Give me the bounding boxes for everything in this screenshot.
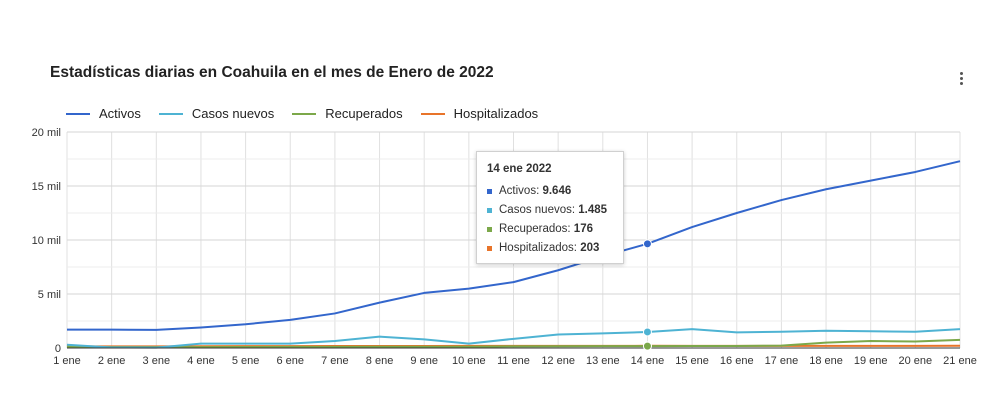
tooltip-value-hospitalizados: 203 [580,242,600,254]
y-tick-label: 10 mil [32,235,61,247]
tooltip-label-recuperados: Recuperados: [499,223,574,235]
tooltip-swatch-casos-nuevos [487,207,492,213]
legend-item-casos-nuevos[interactable]: Casos nuevos [158,106,275,121]
x-tick-label: 9 ene [410,355,438,367]
tooltip-label-activos: Activos: [499,185,543,197]
hover-marker-recuperados [642,341,652,351]
x-tick-label: 6 ene [276,355,304,367]
tooltip: 14 ene 2022 Activos: 9.646 Casos nuevos:… [476,151,624,264]
legend-swatch-casos-nuevos [158,112,183,115]
legend-item-recuperados[interactable]: Recuperados [292,106,403,121]
x-tick-label: 17 ene [765,355,799,367]
legend-swatch-recuperados [292,112,317,115]
x-tick-label: 12 ene [541,355,575,367]
legend: Activos Casos nuevos Recuperados Hospita… [66,106,538,121]
x-tick-label: 10 ene [452,355,486,367]
x-tick-label: 19 ene [854,355,888,367]
x-tick-label: 20 ene [899,355,933,367]
legend-label-hospitalizados: Hospitalizados [453,106,539,121]
tooltip-value-activos: 9.646 [542,185,572,197]
tooltip-swatch-activos [487,188,492,194]
x-tick-label: 13 ene [586,355,620,367]
x-tick-label: 14 ene [631,355,665,367]
tooltip-row-activos: Activos: 9.646 [487,185,571,197]
y-tick-label: 5 mil [38,289,61,301]
hover-marker-casos-nuevos [642,327,652,337]
x-tick-label: 7 ene [321,355,349,367]
tooltip-value-casos-nuevos: 1.485 [578,204,608,216]
x-tick-label: 4 ene [187,355,215,367]
legend-label-activos: Activos [99,106,141,121]
more-vert-icon[interactable] [954,68,968,88]
x-tick-label: 2 ene [98,355,126,367]
x-tick-label: 5 ene [232,355,260,367]
x-tick-label: 18 ene [809,355,843,367]
x-tick-label: 21 ene [943,355,977,367]
chart-title: Estadísticas diarias en Coahuila en el m… [50,64,494,81]
x-tick-label: 15 ene [675,355,709,367]
tooltip-swatch-hospitalizados [487,245,492,251]
tooltip-row-recuperados: Recuperados: 176 [487,223,593,235]
x-tick-label: 16 ene [720,355,754,367]
legend-swatch-hospitalizados [420,112,445,115]
x-tick-label: 1 ene [53,355,81,367]
tooltip-title: 14 ene 2022 [487,163,552,175]
hover-marker-activos [642,239,652,249]
legend-swatch-activos [66,112,90,115]
legend-label-casos-nuevos: Casos nuevos [191,106,275,121]
tooltip-label-casos-nuevos: Casos nuevos: [499,204,579,216]
y-tick-label: 0 [55,343,61,355]
tooltip-row-hospitalizados: Hospitalizados: 203 [487,242,599,254]
x-tick-label: 8 ene [366,355,394,367]
x-tick-label: 3 ene [143,355,171,367]
tooltip-row-casos-nuevos: Casos nuevos: 1.485 [487,204,607,216]
x-tick-label: 11 ene [497,355,530,367]
legend-item-hospitalizados[interactable]: Hospitalizados [420,106,539,121]
y-tick-label: 15 mil [32,181,61,193]
legend-item-activos[interactable]: Activos [66,106,141,121]
tooltip-label-hospitalizados: Hospitalizados: [499,242,581,254]
tooltip-value-recuperados: 176 [573,223,593,235]
tooltip-swatch-recuperados [487,226,492,232]
y-tick-label: 20 mil [32,127,61,139]
legend-label-recuperados: Recuperados [325,106,403,121]
